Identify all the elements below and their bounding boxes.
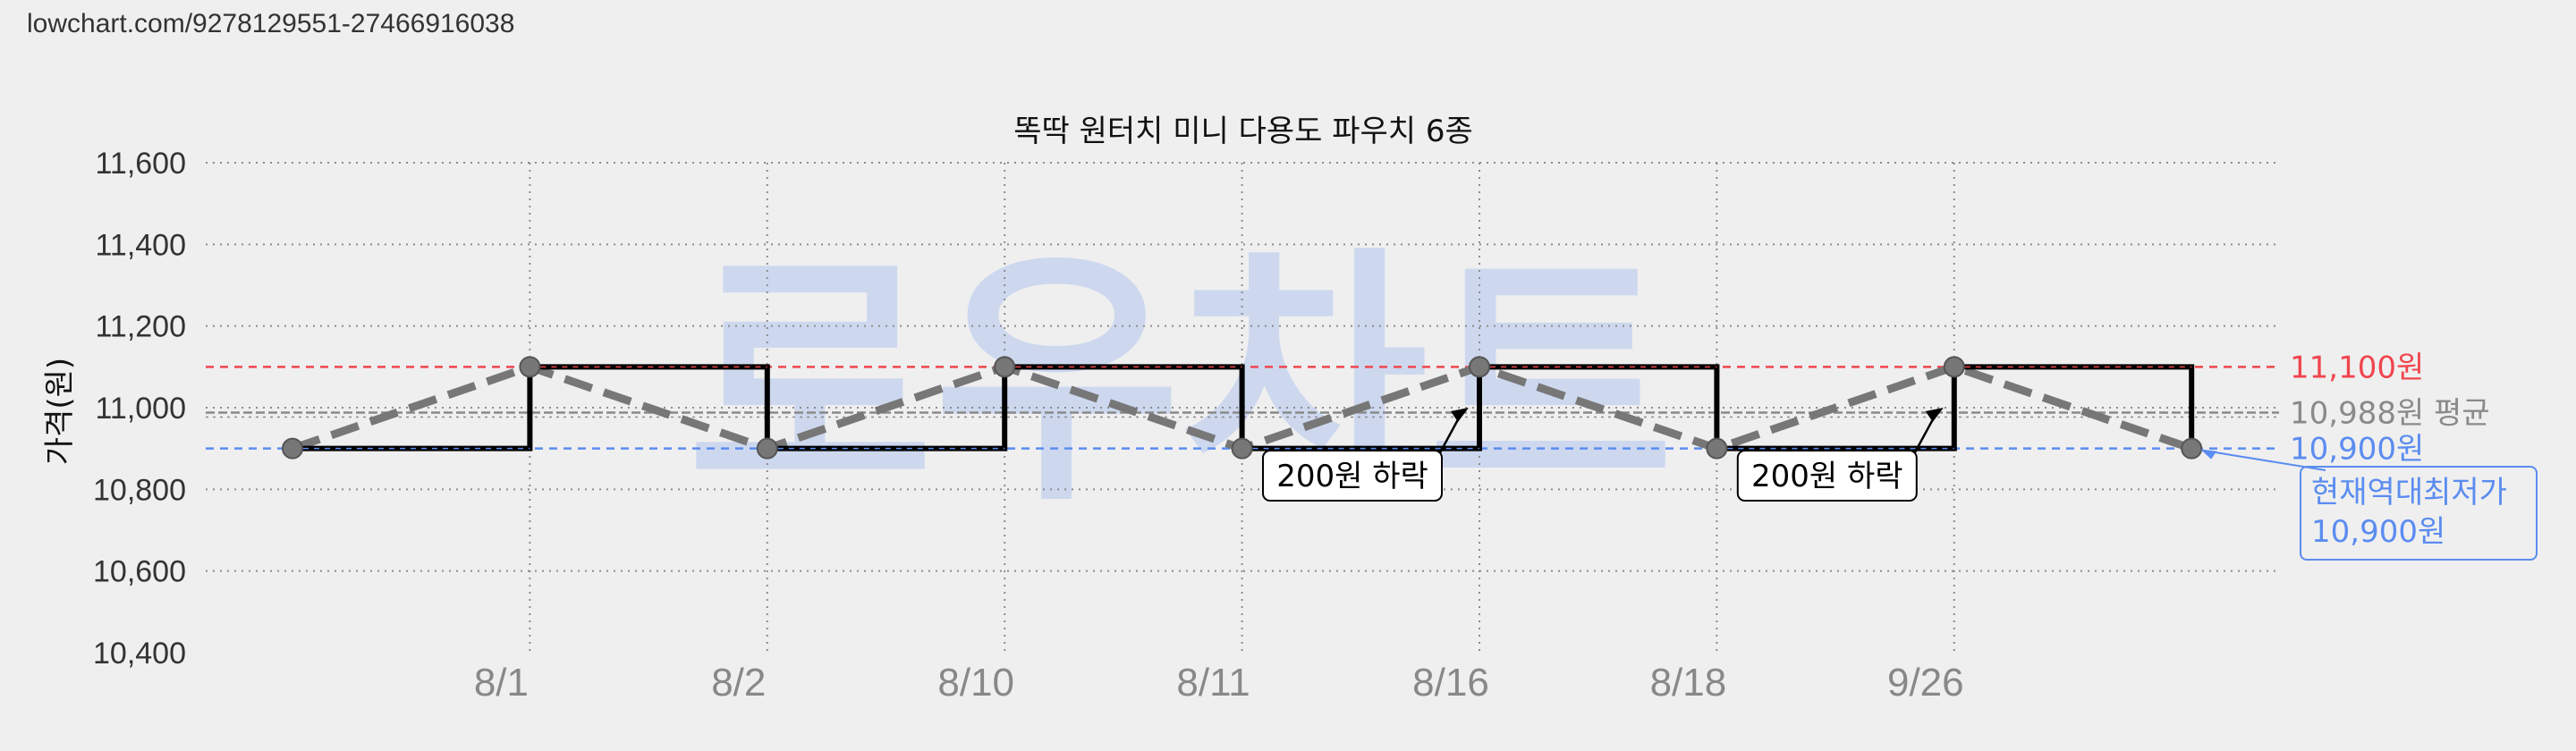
y-tick-label: 11,600: [96, 147, 186, 181]
x-tick-label: 9/26: [1887, 661, 1964, 705]
data-point: [1469, 356, 1490, 378]
reference-label-max: 11,100원: [2290, 350, 2424, 385]
annotation-box: [1262, 450, 1443, 502]
data-point: [994, 356, 1016, 378]
x-tick-label: 8/10: [937, 661, 1014, 705]
annotation-box: [1736, 450, 1918, 502]
annotation-arrowhead: [1451, 408, 1469, 422]
data-point: [2181, 437, 2203, 460]
x-tick-label: 8/2: [711, 661, 766, 705]
url-text: lowchart.com/9278129551-27466916038: [27, 9, 514, 38]
y-tick-label: 10,400: [93, 637, 186, 671]
y-axis-ticks: 10,400 10,600 10,800 11,000 11,200 11,400 11,6…: [93, 147, 186, 671]
data-point: [1943, 356, 1965, 378]
data-point: [1706, 437, 1728, 460]
current-lowest-connector: [2202, 449, 2326, 471]
drop-annotations: 200원 하락 200원 하락: [1262, 408, 1944, 502]
current-lowest-callout: 현재역대최저가 10,900원: [2200, 449, 2538, 561]
x-tick-label: 8/1: [474, 661, 529, 705]
y-axis-label: 가격(원): [42, 358, 78, 465]
reference-label-avg: 10,988원 평균: [2290, 395, 2490, 431]
y-tick-label: 10,800: [93, 473, 186, 507]
current-lowest-arrowhead: [2200, 449, 2217, 460]
x-tick-label: 8/11: [1176, 661, 1250, 705]
x-axis-ticks: 8/1 8/2 8/10 8/11 8/16 8/18 9/26: [474, 661, 1964, 705]
annotation-arrowhead: [1925, 408, 1944, 422]
y-tick-label: 11,200: [96, 310, 186, 344]
watermark-logo: 로우차트: [687, 225, 1674, 537]
x-tick-label: 8/18: [1650, 661, 1727, 705]
annotation-label: 200원 하락: [1751, 459, 1903, 494]
chart-title: 똑딱 원터치 미니 다용도 파우치 6종: [1013, 114, 1473, 149]
annotation-label: 200원 하락: [1276, 459, 1428, 494]
data-point: [519, 356, 541, 378]
y-tick-label: 10,600: [93, 555, 186, 589]
data-point: [1231, 437, 1253, 460]
y-tick-label: 11,000: [96, 392, 186, 426]
current-lowest-label: 현재역대최저가: [2311, 475, 2507, 511]
x-tick-label: 8/16: [1412, 661, 1489, 705]
current-lowest-box: [2300, 466, 2538, 561]
data-point: [282, 437, 303, 460]
data-point: [756, 437, 778, 460]
y-tick-label: 11,400: [96, 228, 186, 262]
reference-label-min: 10,900원: [2290, 432, 2424, 468]
data-points: [282, 356, 2203, 460]
current-lowest-price: 10,900원: [2311, 514, 2445, 550]
